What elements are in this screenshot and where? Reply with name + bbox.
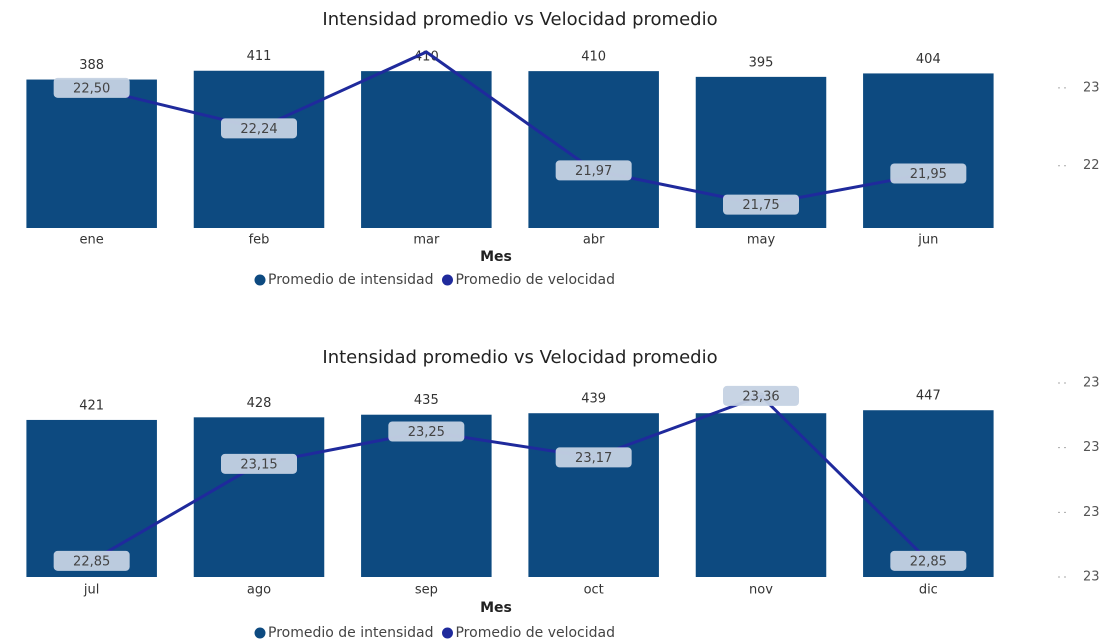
y2-tick-label: 22	[1083, 158, 1100, 173]
line-value-label: 21,75	[742, 198, 779, 213]
x-tick-label: dic	[919, 583, 938, 598]
line-value-label: 23,36	[742, 389, 779, 404]
chart-title: Intensidad promedio vs Velocidad promedi…	[322, 9, 717, 30]
bar	[528, 413, 659, 577]
bar	[863, 73, 994, 228]
data-label-box	[890, 163, 967, 184]
data-label-box	[555, 447, 632, 468]
data-label-box	[221, 453, 297, 474]
x-axis-label: Mes	[480, 600, 512, 616]
chart: Intensidad promedio vs Velocidad promedi…	[26, 347, 1100, 641]
x-tick-label: abr	[583, 233, 605, 248]
x-tick-label: ago	[247, 583, 271, 598]
data-label-box	[53, 550, 130, 571]
y2-tick-label: 23	[1083, 505, 1100, 520]
data-label-box	[388, 421, 465, 442]
bar-value-label: 395	[749, 55, 774, 70]
bar-value-label: 439	[581, 392, 606, 407]
x-tick-label: feb	[249, 233, 270, 248]
bar-value-label: 421	[79, 398, 104, 413]
data-label-box	[221, 118, 297, 139]
bar-value-label: 428	[247, 396, 272, 411]
bar	[528, 71, 659, 228]
legend-label: Promedio de velocidad	[455, 625, 615, 640]
bar-value-label: 410	[581, 50, 606, 65]
x-tick-label: oct	[584, 583, 604, 598]
x-tick-label: may	[747, 233, 776, 248]
data-label-box	[53, 77, 130, 98]
legend-label: Promedio de intensidad	[268, 272, 433, 288]
bar-value-label: 388	[79, 58, 104, 73]
x-tick-label: nov	[749, 583, 773, 598]
line-value-label: 22,85	[910, 554, 947, 569]
line-value-label: 23,25	[408, 425, 445, 440]
x-tick-label: ene	[80, 233, 104, 248]
line-value-label: 21,97	[575, 164, 612, 179]
line-value-label: 23,17	[575, 451, 612, 466]
data-label-box	[723, 385, 799, 406]
bar-value-label: 411	[247, 49, 272, 64]
y2-tick-label: 23	[1083, 80, 1100, 95]
bar	[695, 413, 827, 577]
y2-tick-label: 23	[1083, 440, 1100, 455]
data-label-box	[723, 194, 799, 215]
x-tick-label: jul	[83, 583, 99, 598]
bar	[361, 71, 492, 228]
bar	[193, 70, 325, 228]
line	[90, 394, 930, 563]
legend-marker	[254, 274, 266, 286]
bar	[26, 419, 157, 577]
line-value-label: 22,50	[73, 81, 110, 96]
legend-label: Promedio de intensidad	[268, 625, 433, 640]
line-value-label: 23,15	[240, 457, 277, 472]
chart: Intensidad promedio vs Velocidad promedi…	[26, 9, 1100, 288]
legend-label: Promedio de velocidad	[455, 272, 615, 288]
line-value-label: 22,24	[240, 122, 277, 137]
bar	[193, 417, 325, 577]
x-tick-label: jun	[917, 233, 938, 248]
bar	[361, 414, 492, 577]
legend-marker	[254, 627, 266, 639]
data-label-box	[890, 550, 967, 571]
x-axis-label: Mes	[480, 249, 512, 265]
x-tick-label: mar	[413, 233, 440, 248]
x-tick-label: sep	[415, 583, 438, 598]
line-value-label: 22,85	[73, 554, 110, 569]
bar-value-label: 435	[414, 393, 439, 408]
line-value-label: 21,95	[910, 167, 947, 182]
bar	[863, 410, 994, 577]
data-label-box	[555, 160, 632, 181]
chart-title: Intensidad promedio vs Velocidad promedi…	[322, 347, 717, 368]
y2-tick-label: 23	[1083, 570, 1100, 585]
legend-marker	[441, 627, 453, 639]
legend-marker	[441, 274, 453, 286]
bar-value-label: 404	[916, 52, 941, 67]
bar-value-label: 447	[916, 389, 941, 404]
bar	[26, 79, 157, 229]
y2-tick-label: 23	[1083, 376, 1100, 391]
